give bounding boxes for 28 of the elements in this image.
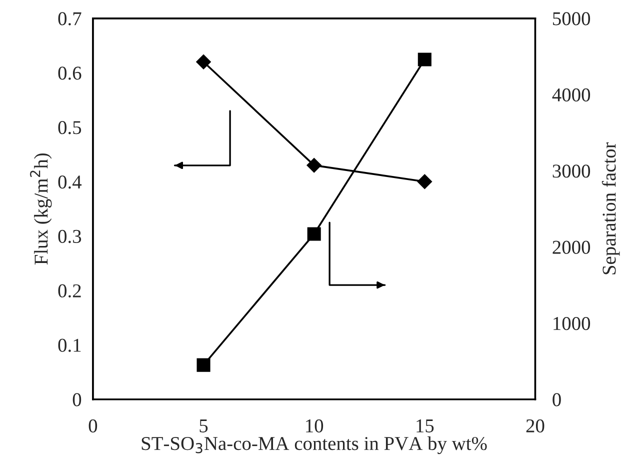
x-axis-title: ST-SO$_{3}$Na-co-MA contents in PVA by wt% [142, 436, 487, 454]
point [196, 54, 211, 70]
y2-tick-label: 1000 [554, 316, 590, 330]
x-tick-label: 5 [200, 420, 208, 432]
y2-axis-title: Separation factor [602, 142, 620, 274]
y2-tick-label: 0 [552, 393, 561, 406]
y2-tick-label: 2000 [552, 240, 590, 254]
point [417, 174, 432, 190]
y-tick-label: 0.4 [58, 175, 82, 189]
x-tick-label: 20 [526, 419, 544, 432]
point [196, 358, 210, 372]
point [418, 52, 432, 66]
y-tick-label: 0.1 [58, 338, 81, 352]
point [307, 227, 321, 241]
y-tick-label: 0.6 [58, 66, 82, 80]
y2-tick-label: 4000 [552, 88, 590, 102]
y-tick-label: 0.2 [58, 284, 81, 298]
y-tick-label: 0.7 [58, 12, 82, 26]
x-tick-label: 15 [416, 419, 434, 432]
y-tick-label: 0.5 [58, 121, 82, 134]
y-tick-label: 0.3 [58, 230, 82, 244]
y2-tick-label: 5000 [553, 12, 590, 26]
y2-tick-label: 3000 [552, 164, 590, 178]
x-tick-label: 10 [306, 419, 324, 432]
x-tick-label: 0 [88, 419, 98, 432]
point [306, 158, 322, 173]
y-axis-title: Flux (kg/m$^{2}$h) [30, 153, 52, 265]
y-tick-label: 0 [72, 393, 82, 406]
